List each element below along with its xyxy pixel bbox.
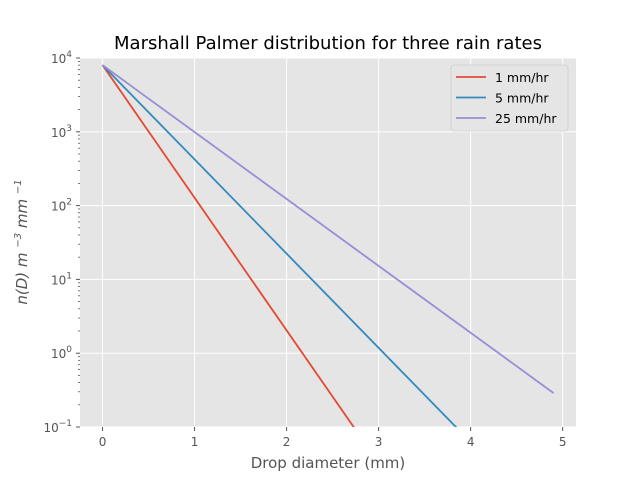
y-minor-ticks xyxy=(78,60,80,406)
y-axis-ticks: 10−1 100 101 102 103 104 xyxy=(43,50,80,435)
legend-label: 1 mm/hr xyxy=(495,70,549,85)
y-label-exp1: −3 xyxy=(13,233,24,248)
x-axis-ticks: 0 1 2 3 4 5 xyxy=(99,427,567,449)
x-tick-label: 0 xyxy=(99,435,107,449)
x-tick-label: 5 xyxy=(559,435,567,449)
y-label-mid: mm xyxy=(13,199,31,228)
grid xyxy=(80,57,576,428)
series-lines xyxy=(101,64,554,427)
y-axis-label: n(D) m −3 mm −1 xyxy=(7,179,31,304)
y-tick-label: 102 xyxy=(51,198,72,214)
y-label-exp2: −1 xyxy=(13,179,24,194)
y-tick-label: 101 xyxy=(51,271,72,287)
x-tick-label: 1 xyxy=(191,435,199,449)
x-axis-label: Drop diameter (mm) xyxy=(251,454,406,472)
series-line xyxy=(102,64,554,394)
y-tick-label: 100 xyxy=(51,345,72,361)
x-tick-label: 3 xyxy=(375,435,383,449)
x-tick-label: 2 xyxy=(283,435,291,449)
series-line xyxy=(101,64,355,427)
x-tick-label: 4 xyxy=(467,435,475,449)
y-tick-label: 103 xyxy=(51,124,72,140)
y-label-base: n(D) m xyxy=(13,252,31,304)
series-line xyxy=(101,64,458,427)
legend: 1 mm/hr 5 mm/hr 25 mm/hr xyxy=(450,64,569,132)
chart-title: Marshall Palmer distribution for three r… xyxy=(114,33,542,54)
legend-label: 5 mm/hr xyxy=(495,91,549,106)
y-tick-label: 104 xyxy=(51,50,72,66)
legend-box xyxy=(450,64,569,132)
legend-label: 25 mm/hr xyxy=(495,111,557,126)
y-tick-label: 10−1 xyxy=(43,419,72,435)
